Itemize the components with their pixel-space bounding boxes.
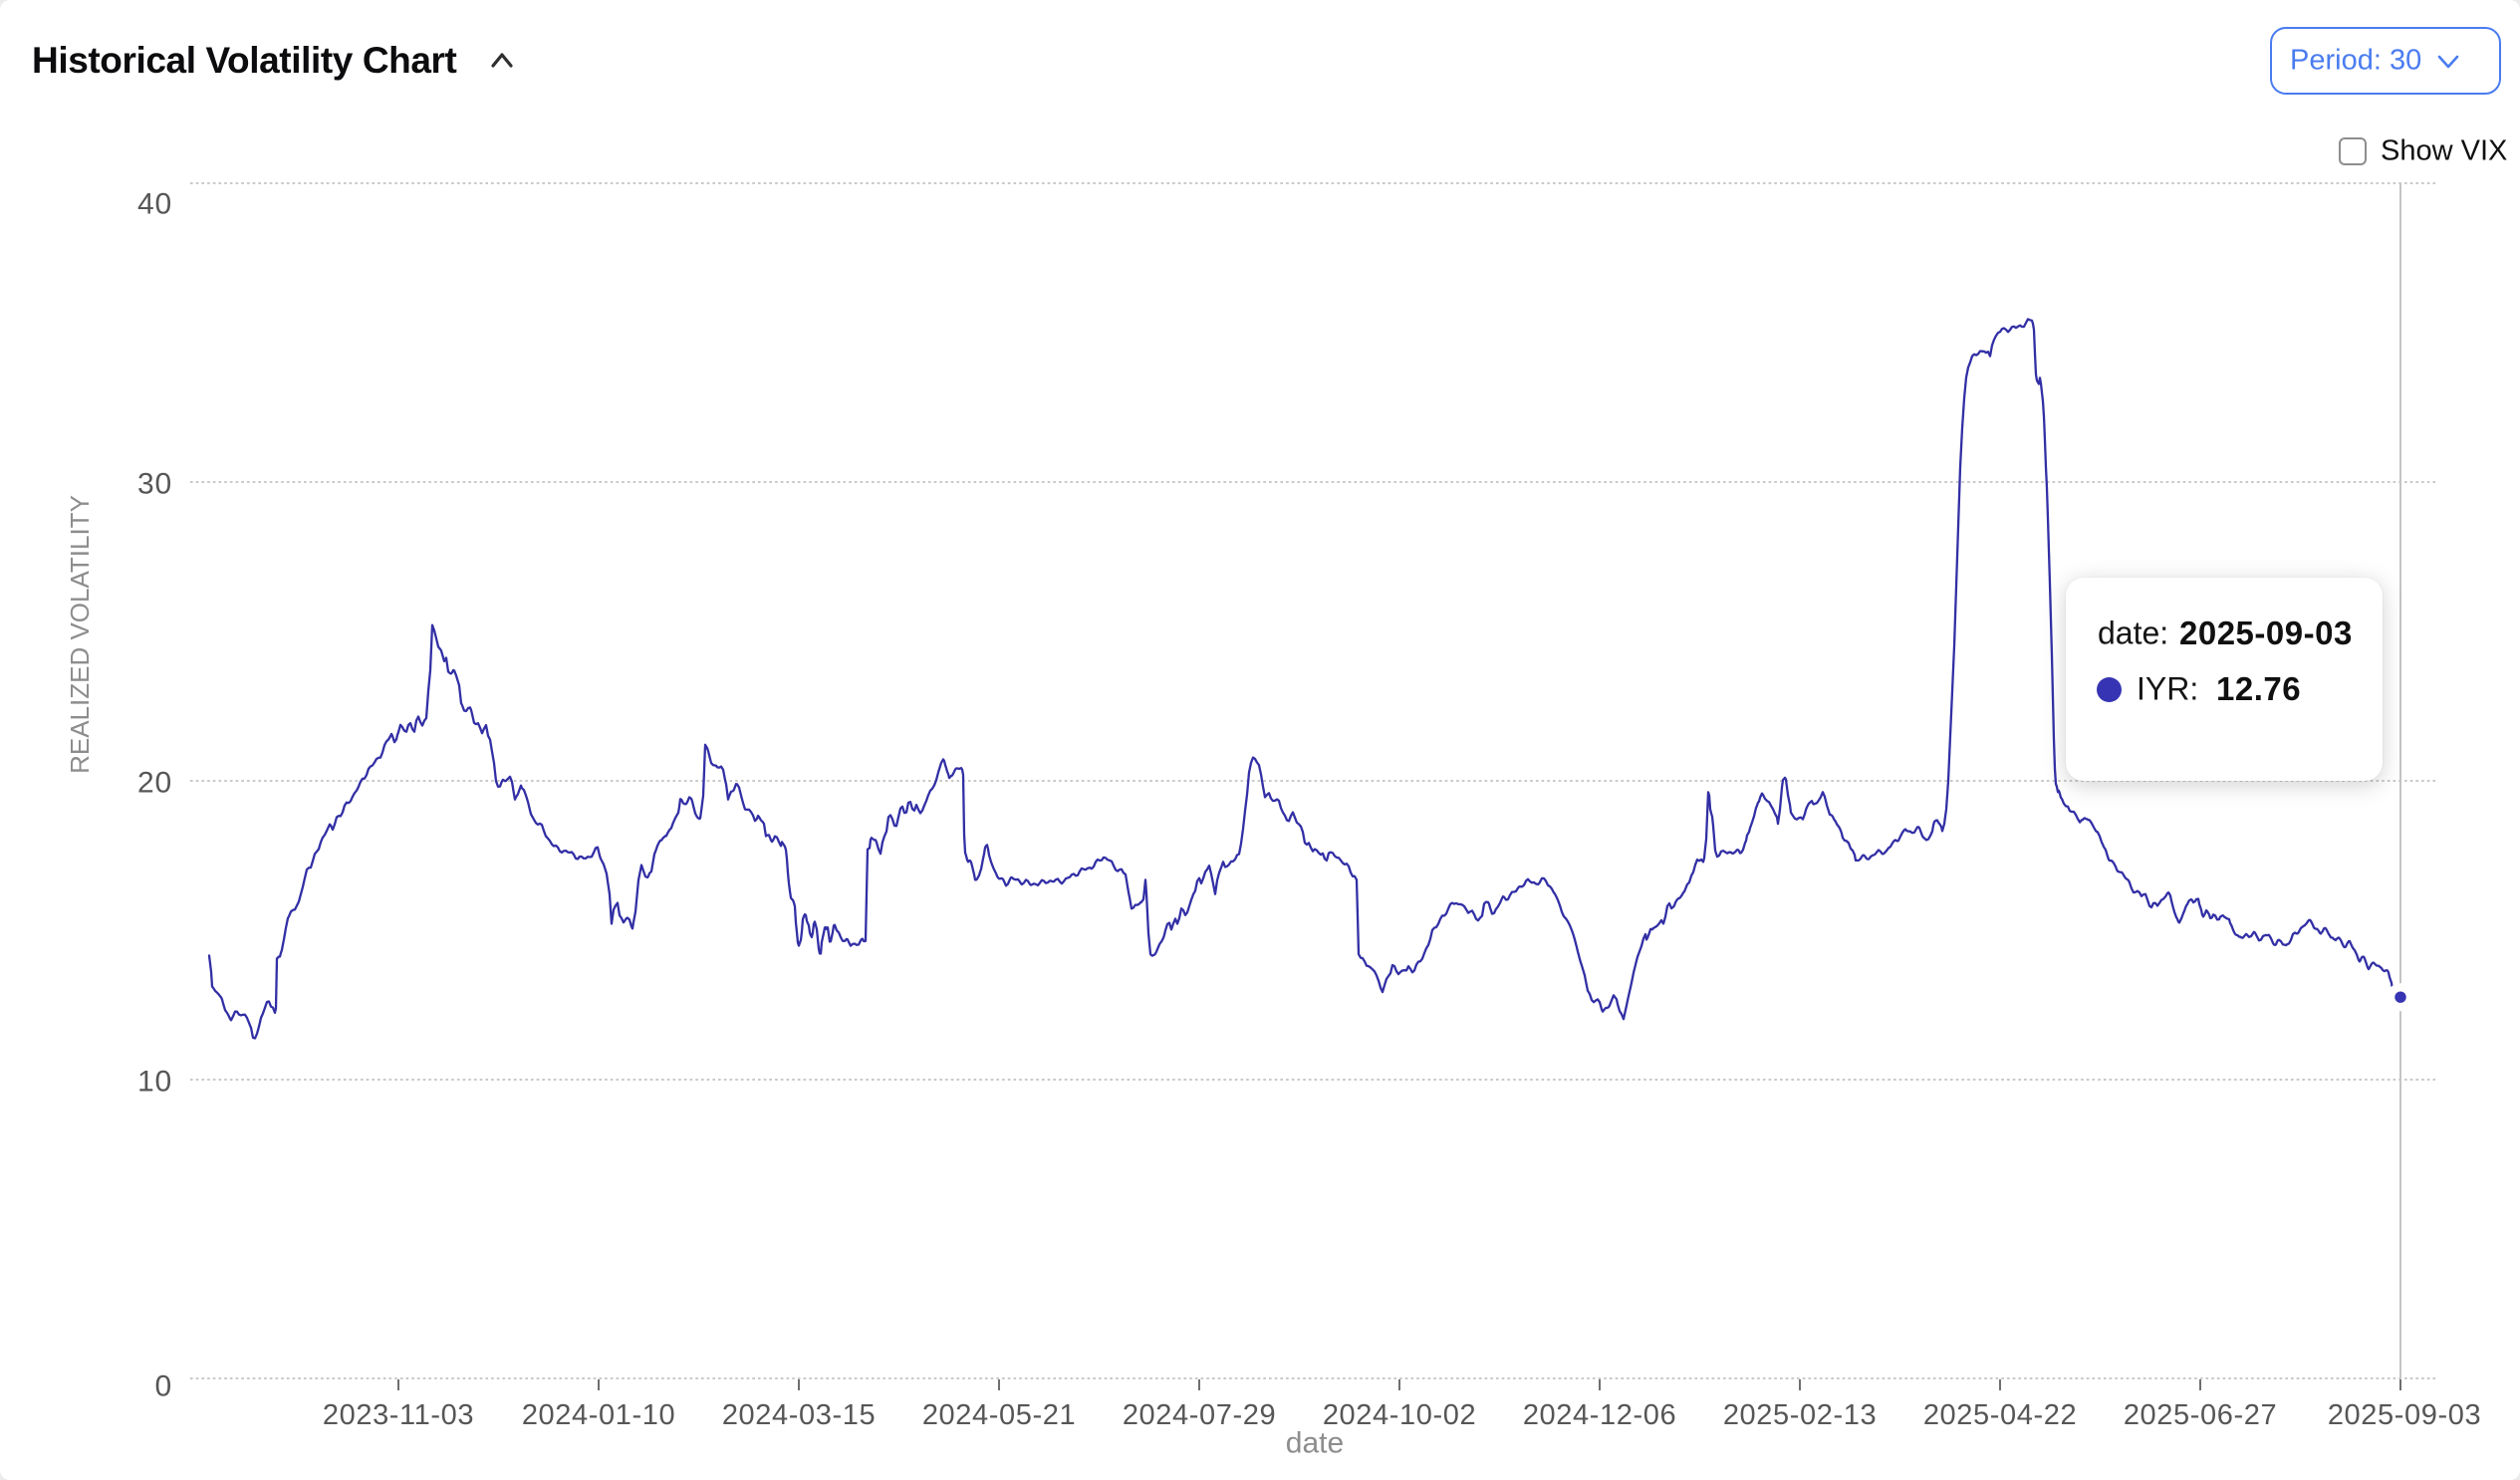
svg-text:40: 40 xyxy=(137,188,172,221)
svg-text:REALIZED VOLATILITY: REALIZED VOLATILITY xyxy=(65,495,95,774)
svg-text:0: 0 xyxy=(155,1370,173,1403)
svg-text:2024-12-06: 2024-12-06 xyxy=(1523,1399,1676,1431)
svg-text:20: 20 xyxy=(137,767,172,800)
svg-text:2024-07-29: 2024-07-29 xyxy=(1123,1399,1276,1431)
svg-text:2025-09-03: 2025-09-03 xyxy=(2328,1399,2481,1431)
svg-text:30: 30 xyxy=(137,468,172,501)
svg-text:2024-10-02: 2024-10-02 xyxy=(1323,1399,1476,1431)
svg-text:2025-02-13: 2025-02-13 xyxy=(1723,1399,1877,1431)
svg-text:2024-01-10: 2024-01-10 xyxy=(522,1399,675,1431)
svg-text:date: date xyxy=(1286,1427,1344,1460)
svg-text:2025-04-22: 2025-04-22 xyxy=(1923,1399,2077,1431)
svg-text:2024-05-21: 2024-05-21 xyxy=(922,1399,1076,1431)
svg-text:2023-11-03: 2023-11-03 xyxy=(323,1399,474,1431)
svg-text:2025-06-27: 2025-06-27 xyxy=(2124,1399,2277,1431)
svg-text:2024-03-15: 2024-03-15 xyxy=(722,1399,876,1431)
svg-text:10: 10 xyxy=(137,1066,172,1099)
